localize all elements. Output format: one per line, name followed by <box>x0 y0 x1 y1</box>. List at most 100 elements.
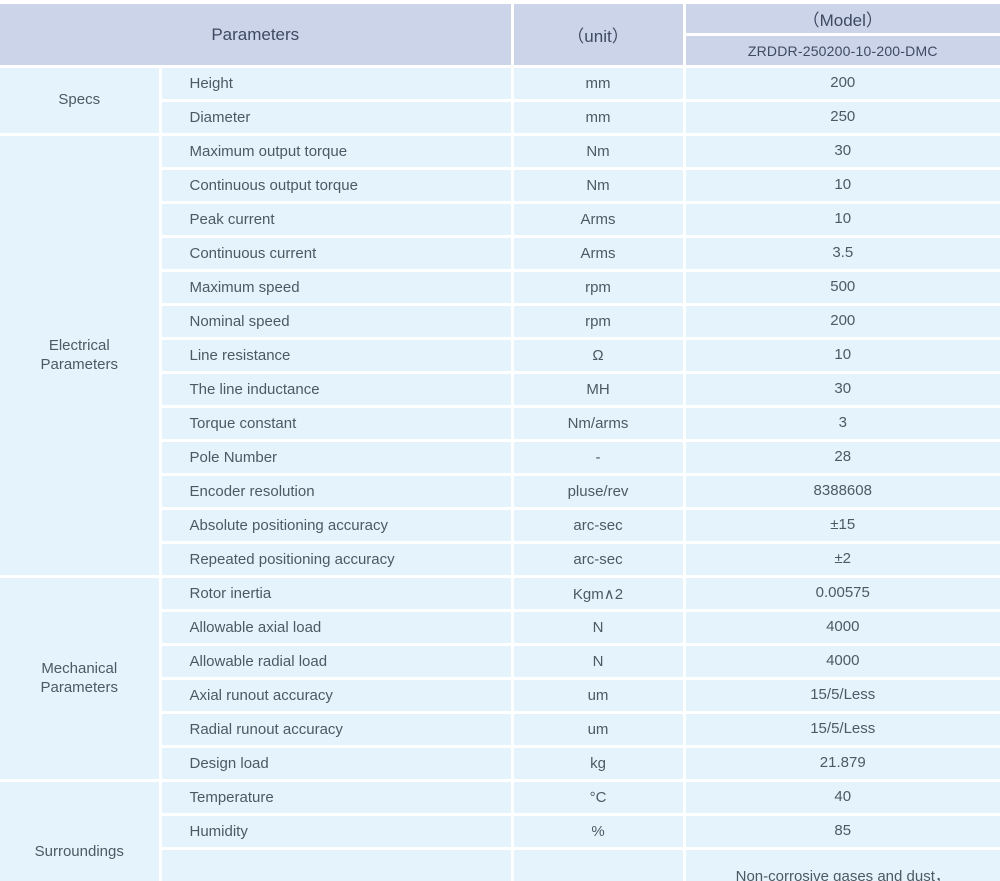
header-model: （Model） <box>682 4 1000 36</box>
param-cell: Atmospheric environment <box>160 847 514 881</box>
header-row-1: Parameters （unit） （Model） <box>0 4 1000 68</box>
param-cell: Torque constant <box>160 405 514 442</box>
value-cell: Non-corrosive gases and dust， The altitu… <box>682 847 1000 881</box>
category-cell: Mechanical Parameters <box>0 575 162 782</box>
table-row: Diameter mm 250 <box>0 99 1000 136</box>
param-cell: Continuous output torque <box>160 167 514 204</box>
table-row: Design load kg 21.879 <box>0 745 1000 782</box>
value-cell: 8388608 <box>682 473 1000 510</box>
unit-cell: arc-sec <box>510 507 686 544</box>
value-cell: 3.5 <box>682 235 1000 272</box>
unit-cell: N <box>510 643 686 680</box>
param-cell: Encoder resolution <box>160 473 514 510</box>
unit-cell: Kgm∧2 <box>510 575 686 612</box>
value-cell: 10 <box>682 201 1000 238</box>
unit-cell: rpm <box>510 269 686 306</box>
value-cell: 200 <box>682 65 1000 102</box>
unit-cell: um <box>510 711 686 748</box>
table-row: Continuous current Arms 3.5 <box>0 235 1000 272</box>
table-row: Mechanical Parameters Rotor inertia Kgm∧2 0… <box>0 575 1000 782</box>
table-row: Line resistance Ω 10 <box>0 337 1000 374</box>
table-row: Encoder resolution pluse/rev 8388608 <box>0 473 1000 510</box>
unit-cell: Nm <box>510 167 686 204</box>
unit-cell: N <box>510 609 686 646</box>
table-row: Axial runout accuracy um 15/5/Less <box>0 677 1000 714</box>
table-row: Maximum speed rpm 500 <box>0 269 1000 306</box>
table-body: Specs Height mm 200 Diameter mm 250 Electrical … <box>0 65 1000 881</box>
param-cell: Pole Number <box>160 439 514 476</box>
value-cell: 250 <box>682 99 1000 136</box>
table-row: Radial runout accuracy um 15/5/Less <box>0 711 1000 748</box>
table-row: Humidity% 85 <box>0 813 1000 850</box>
param-cell: Diameter <box>160 99 514 136</box>
unit-cell: arc-sec <box>510 541 686 578</box>
table-row: Repeated positioning accuracy arc-sec ±2 <box>0 541 1000 578</box>
header-model-value: ZRDDR-250200-10-200-DMC <box>684 33 1000 68</box>
category-cell: Specs <box>0 65 162 136</box>
param-cell: Maximum output torque <box>158 133 514 170</box>
param-cell: Nominal speed <box>160 303 514 340</box>
unit-cell: Nm <box>510 133 686 170</box>
table-row: Continuous output torque Nm 10 <box>0 167 1000 204</box>
category-cell: Surroundings <box>0 779 162 881</box>
value-cell: ±2 <box>682 541 1000 578</box>
value-cell: 4000 <box>682 609 1000 646</box>
value-cell: ±15 <box>682 507 1000 544</box>
value-cell: 3 <box>682 405 1000 442</box>
unit-cell: MH <box>510 371 686 408</box>
unit-cell: Arms <box>510 235 686 272</box>
value-cell: 200 <box>682 303 1000 340</box>
table-row: Peak current Arms 10 <box>0 201 1000 238</box>
table-row: Electrical Parameters Maximum output torq… <box>0 133 1000 578</box>
table-row: Allowable axial load N 4000 <box>0 609 1000 646</box>
param-cell: Allowable axial load <box>160 609 514 646</box>
table-header: Parameters （unit） （Model） ZRDDR-250200-1… <box>0 4 1000 68</box>
param-cell: Maximum speed <box>160 269 514 306</box>
table-row: The line inductance MH 30 <box>0 371 1000 408</box>
value-cell: 21.879 <box>682 745 1000 782</box>
unit-cell: mm <box>510 65 686 102</box>
param-cell: Continuous current <box>160 235 514 272</box>
value-cell: 10 <box>682 337 1000 374</box>
unit-cell: Ω <box>510 337 686 374</box>
param-cell: The line inductance <box>160 371 514 408</box>
param-cell: Humidity <box>160 813 514 850</box>
unit-cell: kg <box>510 745 686 782</box>
value-cell: 10 <box>682 167 1000 204</box>
unit-cell: Nm/arms <box>510 405 686 442</box>
value-cell: 4000 <box>682 643 1000 680</box>
param-cell: Radial runout accuracy <box>160 711 514 748</box>
table-row: Pole Number -28 <box>0 439 1000 476</box>
table-row: Surroundings Temperature °C 40 <box>0 779 1000 881</box>
unit-cell: pluse/rev <box>510 473 686 510</box>
param-cell: Design load <box>160 745 514 782</box>
param-cell: Temperature <box>158 779 514 816</box>
table-row: Allowable radial load N 4000 <box>0 643 1000 680</box>
value-cell: 30 <box>682 133 1000 170</box>
parameter-table: Parameters （unit） （Model） ZRDDR-250200-1… <box>0 4 1000 881</box>
param-cell: Axial runout accuracy <box>160 677 514 714</box>
value-cell: 15/5/Less <box>682 677 1000 714</box>
param-cell: Rotor inertia <box>158 575 514 612</box>
header-unit: （unit） <box>510 4 686 68</box>
unit-cell: Arms <box>510 201 686 238</box>
unit-cell: um <box>510 677 686 714</box>
unit-cell: mm <box>510 99 686 136</box>
unit-cell: °C <box>510 779 686 816</box>
param-cell: Repeated positioning accuracy <box>160 541 514 578</box>
value-cell: 85 <box>682 813 1000 850</box>
table-row: Specs Height mm 200 <box>0 65 1000 136</box>
unit-cell: % <box>510 813 686 850</box>
header-parameters: Parameters <box>0 4 514 68</box>
value-cell: 500 <box>682 269 1000 306</box>
value-cell: 40 <box>682 779 1000 816</box>
value-cell: 28 <box>682 439 1000 476</box>
param-cell: Line resistance <box>160 337 514 374</box>
table-row: Atmospheric environment-Non-corrosive ga… <box>0 847 1000 881</box>
table-row: Nominal speed rpm 200 <box>0 303 1000 340</box>
value-cell: 30 <box>682 371 1000 408</box>
param-cell: Peak current <box>160 201 514 238</box>
param-cell: Height <box>158 65 514 102</box>
header-row-2: ZRDDR-250200-10-200-DMC <box>0 33 1000 68</box>
